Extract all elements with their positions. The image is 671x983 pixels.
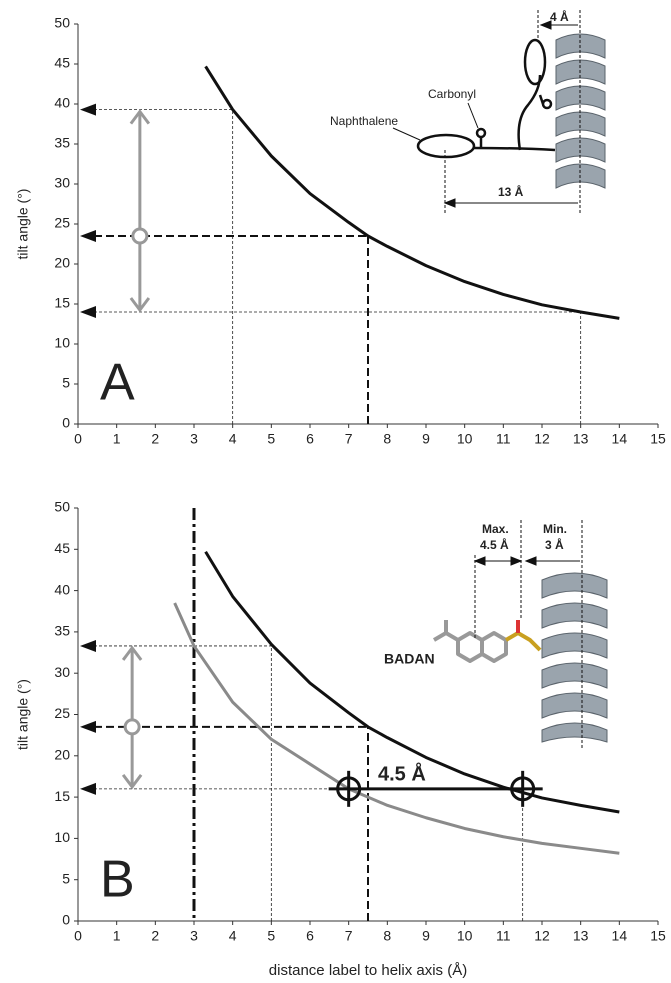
annotation: Naphthalene [330, 114, 398, 128]
x-tick-label: 1 [113, 928, 121, 944]
x-tick-label: 8 [383, 431, 391, 447]
x-tick-label: 15 [650, 431, 666, 447]
annotation: 3 Å [545, 537, 564, 552]
guide-arrowhead [80, 230, 96, 242]
guide-arrowhead [80, 103, 96, 116]
guide-arrowhead [80, 720, 96, 733]
annotation: 13 Å [498, 184, 524, 199]
badan-molecule [432, 620, 542, 663]
y-tick-label: 30 [54, 664, 70, 680]
x-tick-label: 9 [422, 431, 430, 447]
x-tick-label: 11 [496, 928, 511, 944]
label-schematic-a [416, 38, 556, 159]
annotation: Min. [543, 522, 567, 536]
panel-label: A [100, 354, 135, 412]
y-tick-label: 45 [54, 55, 70, 71]
annotation: Max. [482, 522, 509, 536]
dimension-lines-b [473, 520, 583, 750]
range-arrowhead [129, 297, 151, 313]
range-midpoint [131, 227, 149, 245]
y-tick-label: 0 [62, 912, 70, 928]
x-tick-label: 9 [422, 928, 430, 944]
y-tick-label: 10 [54, 829, 70, 845]
x-tick-label: 14 [612, 928, 628, 944]
annotation: Carbonyl [428, 87, 476, 101]
x-tick-label: 6 [306, 431, 314, 447]
x-tick-label: 12 [534, 928, 550, 944]
annotation: BADAN [384, 651, 435, 667]
range-arrowhead [129, 109, 151, 125]
x-tick-label: 5 [267, 431, 275, 447]
y-tick-label: 45 [54, 540, 70, 556]
x-tick-label: 10 [457, 431, 473, 447]
guide-arrowhead [80, 639, 96, 652]
curve [204, 550, 620, 814]
y-tick-label: 25 [54, 705, 70, 721]
x-tick-label: 4 [229, 928, 237, 944]
y-tick-label: 20 [54, 747, 70, 763]
dimension-lines-a [392, 10, 581, 215]
helix-schematic-b [541, 572, 608, 743]
y-tick-label: 50 [54, 15, 70, 31]
x-tick-label: 2 [151, 928, 159, 944]
y-tick-label: 35 [54, 135, 70, 151]
y-tick-label: 50 [54, 499, 70, 515]
y-tick-label: 20 [54, 255, 70, 271]
x-tick-label: 14 [612, 431, 628, 447]
guide-arrowhead [80, 306, 96, 318]
y-tick-label: 30 [54, 175, 70, 191]
y-tick-label: 10 [54, 335, 70, 351]
x-tick-label: 0 [74, 928, 82, 944]
annotation: 4.5 Å [378, 761, 426, 785]
y-tick-label: 15 [54, 295, 70, 311]
y-tick-label: 40 [54, 581, 70, 597]
curve [173, 602, 620, 855]
x-tick-label: 2 [151, 431, 159, 447]
x-tick-label: 3 [190, 928, 198, 944]
x-tick-label: 12 [534, 431, 550, 447]
y-tick-label: 5 [62, 375, 70, 391]
x-tick-label: 15 [650, 928, 666, 944]
y-tick-label: 15 [54, 788, 70, 804]
x-tick-label: 10 [457, 928, 473, 944]
x-tick-label: 1 [113, 431, 121, 447]
y-tick-label: 25 [54, 215, 70, 231]
y-tick-label: 5 [62, 870, 70, 886]
x-axis-label: distance label to helix axis (Å) [269, 962, 467, 979]
y-axis-label: tilt angle (°) [15, 189, 31, 260]
x-tick-label: 7 [345, 431, 353, 447]
x-tick-label: 7 [345, 928, 353, 944]
annotation: 4.5 Å [480, 537, 509, 552]
x-tick-label: 4 [229, 431, 237, 447]
range-arrowhead [121, 773, 143, 790]
y-tick-label: 0 [62, 415, 70, 431]
x-tick-label: 13 [573, 431, 589, 447]
x-tick-label: 6 [306, 928, 314, 944]
x-tick-label: 0 [74, 431, 82, 447]
x-tick-label: 13 [573, 928, 589, 944]
range-midpoint [123, 718, 141, 736]
annotation: 4 Å [550, 9, 569, 24]
guide-arrowhead [80, 782, 96, 795]
x-tick-label: 5 [267, 928, 275, 944]
y-tick-label: 40 [54, 95, 70, 111]
panel-label: B [100, 851, 135, 909]
y-axis-label: tilt angle (°) [15, 679, 31, 750]
x-tick-label: 11 [496, 431, 511, 447]
range-arrowhead [121, 645, 143, 661]
x-tick-label: 3 [190, 431, 198, 447]
y-tick-label: 35 [54, 623, 70, 639]
curve [204, 65, 620, 320]
x-tick-label: 8 [383, 928, 391, 944]
